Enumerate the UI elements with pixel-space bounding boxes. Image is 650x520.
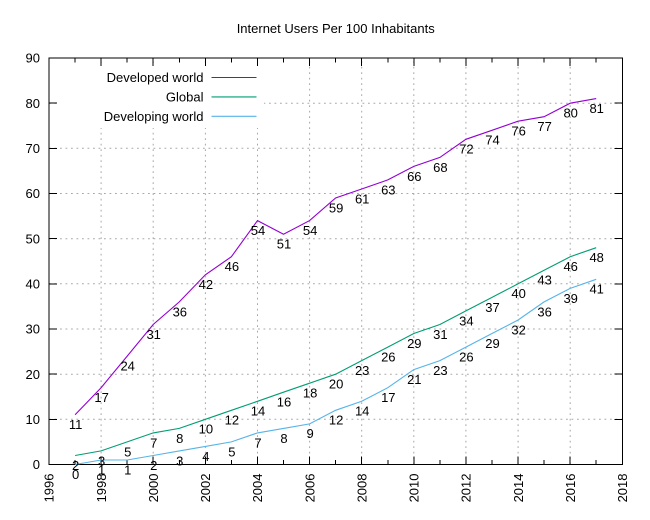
svg-text:59: 59 xyxy=(329,200,343,215)
svg-text:54: 54 xyxy=(251,223,265,238)
svg-text:2018: 2018 xyxy=(615,474,630,503)
svg-text:0: 0 xyxy=(33,457,40,472)
svg-text:36: 36 xyxy=(173,304,187,319)
svg-text:26: 26 xyxy=(459,350,473,365)
svg-text:14: 14 xyxy=(355,404,369,419)
svg-text:Developed world: Developed world xyxy=(107,70,204,85)
svg-text:30: 30 xyxy=(26,322,40,337)
svg-text:34: 34 xyxy=(459,313,473,328)
svg-text:Developing world: Developing world xyxy=(104,109,204,124)
svg-text:20: 20 xyxy=(26,367,40,382)
svg-text:23: 23 xyxy=(433,363,447,378)
svg-text:90: 90 xyxy=(26,51,40,66)
svg-text:80: 80 xyxy=(26,96,40,111)
svg-text:31: 31 xyxy=(433,327,447,342)
svg-text:5: 5 xyxy=(228,444,235,459)
svg-text:68: 68 xyxy=(433,160,447,175)
svg-text:48: 48 xyxy=(589,250,603,265)
svg-text:12: 12 xyxy=(329,413,343,428)
svg-text:2008: 2008 xyxy=(354,474,369,503)
svg-text:18: 18 xyxy=(303,386,317,401)
svg-text:5: 5 xyxy=(124,444,131,459)
svg-text:14: 14 xyxy=(251,404,265,419)
svg-text:3: 3 xyxy=(98,453,105,468)
svg-text:81: 81 xyxy=(589,101,603,116)
svg-text:40: 40 xyxy=(26,277,40,292)
svg-text:46: 46 xyxy=(225,259,239,274)
svg-text:36: 36 xyxy=(537,304,551,319)
svg-text:1: 1 xyxy=(124,462,131,477)
svg-text:2014: 2014 xyxy=(511,474,526,503)
svg-text:41: 41 xyxy=(589,282,603,297)
svg-text:2: 2 xyxy=(150,458,157,473)
svg-text:60: 60 xyxy=(26,186,40,201)
svg-text:3: 3 xyxy=(176,453,183,468)
svg-text:51: 51 xyxy=(277,237,291,252)
svg-text:39: 39 xyxy=(563,291,577,306)
svg-text:61: 61 xyxy=(355,191,369,206)
svg-text:2002: 2002 xyxy=(198,474,213,503)
svg-text:9: 9 xyxy=(306,426,313,441)
svg-text:46: 46 xyxy=(563,259,577,274)
svg-text:2004: 2004 xyxy=(250,474,265,503)
svg-text:77: 77 xyxy=(537,119,551,134)
svg-text:66: 66 xyxy=(407,169,421,184)
svg-text:1996: 1996 xyxy=(42,474,57,503)
svg-text:1: 1 xyxy=(98,462,105,477)
svg-text:11: 11 xyxy=(69,417,83,432)
svg-text:2006: 2006 xyxy=(302,474,317,503)
svg-text:80: 80 xyxy=(563,106,577,121)
svg-text:29: 29 xyxy=(407,336,421,351)
svg-text:24: 24 xyxy=(120,359,134,374)
svg-text:17: 17 xyxy=(94,390,108,405)
svg-text:4: 4 xyxy=(202,449,209,464)
svg-text:76: 76 xyxy=(511,124,525,139)
svg-text:2016: 2016 xyxy=(563,474,578,503)
svg-text:2: 2 xyxy=(72,458,79,473)
svg-text:Global: Global xyxy=(166,90,204,105)
svg-text:2010: 2010 xyxy=(407,474,422,503)
svg-text:70: 70 xyxy=(26,141,40,156)
svg-text:17: 17 xyxy=(381,390,395,405)
svg-text:23: 23 xyxy=(355,363,369,378)
svg-text:54: 54 xyxy=(303,223,317,238)
svg-text:7: 7 xyxy=(254,435,261,450)
svg-text:20: 20 xyxy=(329,377,343,392)
svg-text:63: 63 xyxy=(381,182,395,197)
svg-text:Internet Users Per 100 Inhabit: Internet Users Per 100 Inhabitants xyxy=(237,21,436,36)
svg-text:8: 8 xyxy=(280,431,287,446)
svg-text:72: 72 xyxy=(459,142,473,157)
svg-text:74: 74 xyxy=(485,133,499,148)
svg-text:43: 43 xyxy=(537,273,551,288)
svg-text:21: 21 xyxy=(407,372,421,387)
svg-text:32: 32 xyxy=(511,322,525,337)
svg-text:1998: 1998 xyxy=(94,474,109,503)
svg-text:29: 29 xyxy=(485,336,499,351)
svg-text:12: 12 xyxy=(225,413,239,428)
svg-text:50: 50 xyxy=(26,231,40,246)
svg-text:2000: 2000 xyxy=(146,474,161,503)
svg-text:10: 10 xyxy=(199,422,213,437)
svg-text:0: 0 xyxy=(72,467,79,482)
svg-text:8: 8 xyxy=(176,431,183,446)
svg-text:42: 42 xyxy=(199,277,213,292)
svg-text:40: 40 xyxy=(511,286,525,301)
svg-text:31: 31 xyxy=(146,327,160,342)
svg-text:16: 16 xyxy=(277,395,291,410)
svg-text:26: 26 xyxy=(381,350,395,365)
svg-text:37: 37 xyxy=(485,300,499,315)
svg-text:10: 10 xyxy=(26,412,40,427)
svg-text:7: 7 xyxy=(150,435,157,450)
svg-text:2012: 2012 xyxy=(459,474,474,503)
